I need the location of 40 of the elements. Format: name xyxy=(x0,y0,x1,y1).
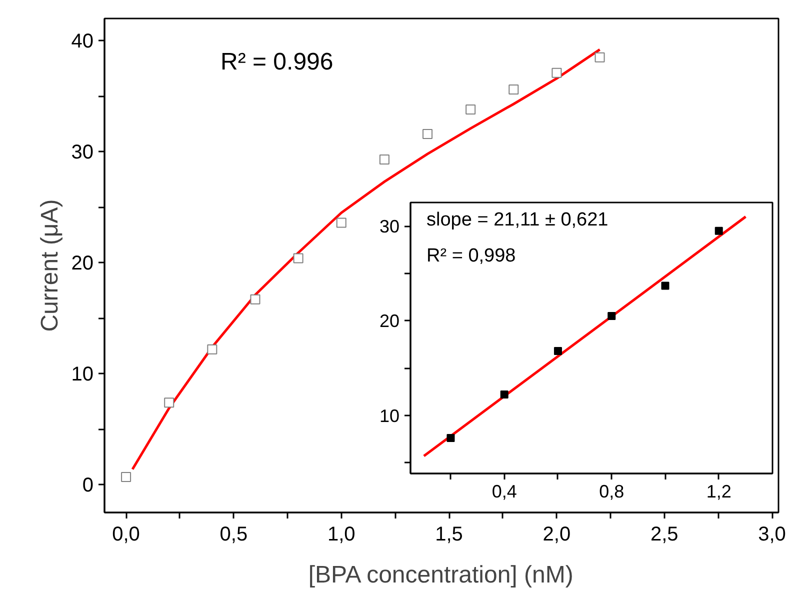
point xyxy=(207,344,218,354)
y-axis-title: Current (μA) xyxy=(36,199,64,332)
annotation: R² = 0,998 xyxy=(426,246,516,266)
x-tick-label: 2,5 xyxy=(650,524,678,546)
y-tick-label: 30 xyxy=(379,216,400,237)
y-tick-label: 40 xyxy=(71,30,94,53)
point xyxy=(594,52,605,62)
point xyxy=(336,218,346,228)
y-tick-label: 10 xyxy=(71,364,94,386)
point xyxy=(714,226,723,235)
x-tick-label: 1,5 xyxy=(435,524,463,546)
y-tick-label: 30 xyxy=(71,142,94,164)
annotation: R² = 0.996 xyxy=(220,48,334,76)
y-tick-label: 0 xyxy=(82,474,94,497)
annotation: slope = 21,11 ± 0,621 xyxy=(426,210,608,230)
y-tick-label: 20 xyxy=(71,252,94,275)
point xyxy=(446,434,455,442)
point xyxy=(250,294,260,304)
point xyxy=(500,390,508,399)
point xyxy=(552,68,562,78)
point xyxy=(293,253,304,264)
y-tick-label: 20 xyxy=(379,311,400,332)
point xyxy=(466,104,476,115)
point xyxy=(508,84,519,95)
x-tick-label: 0,0 xyxy=(112,524,140,546)
x-tick-label: 1,2 xyxy=(706,482,732,502)
x-tick-label: 2,0 xyxy=(542,524,571,546)
point xyxy=(608,312,616,320)
point xyxy=(164,398,174,408)
x-tick-label: 3,0 xyxy=(758,524,786,546)
point xyxy=(661,282,670,290)
x-tick-label: 0,8 xyxy=(599,482,624,502)
x-tick-label: 0,4 xyxy=(492,482,517,502)
point xyxy=(554,347,562,356)
point xyxy=(121,472,132,482)
y-tick-label: 10 xyxy=(379,406,400,426)
point xyxy=(379,154,390,164)
x-tick-label: 0,5 xyxy=(220,524,248,546)
x-tick-label: 1,0 xyxy=(327,524,356,546)
x-axis-title: [BPA concentration] (nM) xyxy=(308,562,574,588)
